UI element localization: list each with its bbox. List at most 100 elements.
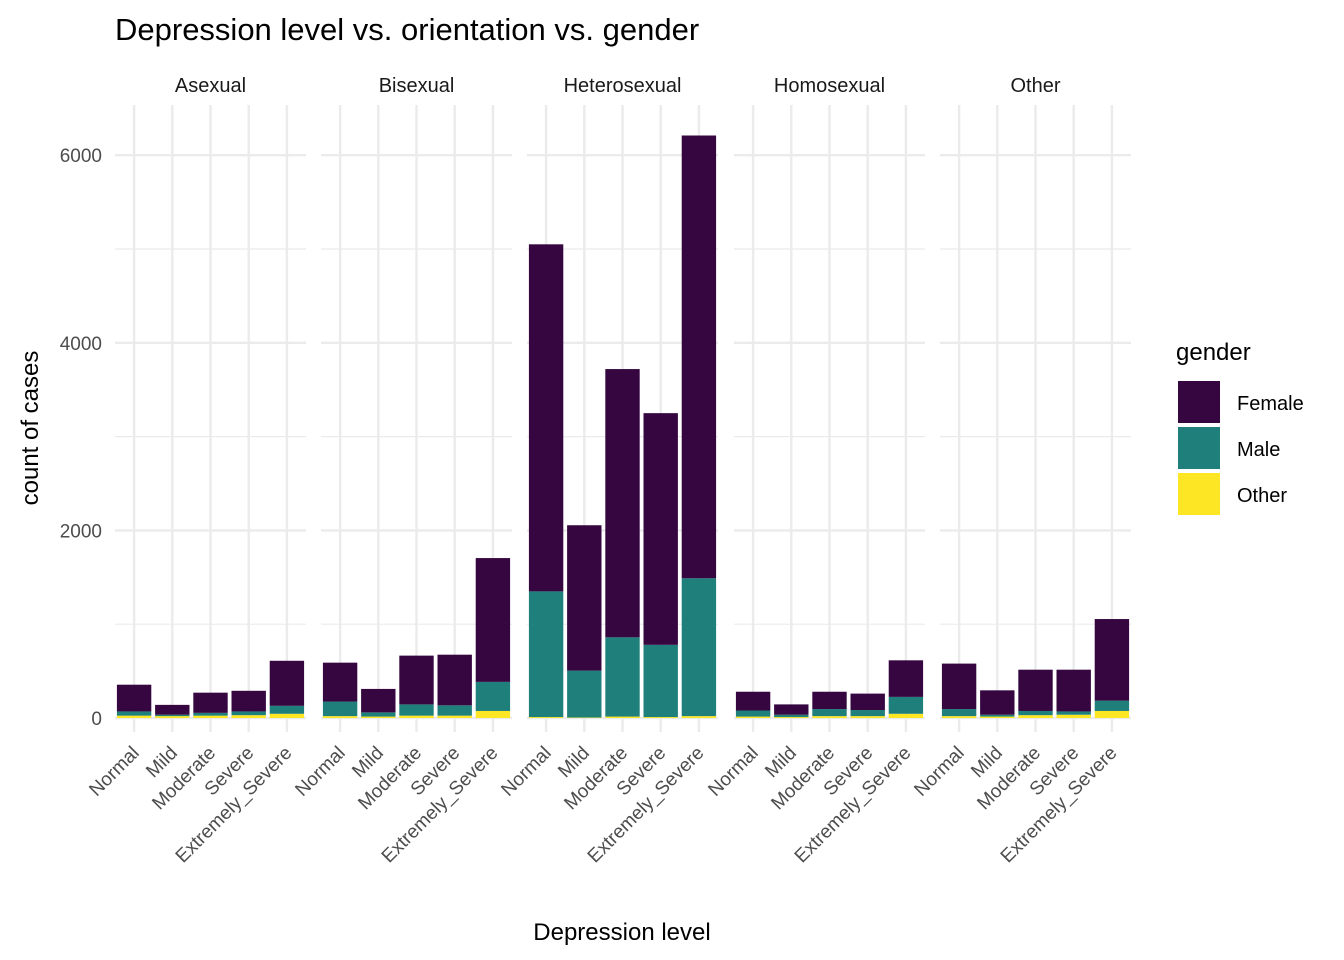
bar-homosexual-moderate-male [812,709,847,717]
facet-panel-asexual: AsexualNormalMildModerateSevereExtremely… [85,75,306,867]
y-tick-label: 2000 [60,521,102,542]
bar-heterosexual-moderate-male [605,637,640,717]
bar-other-moderate-female [1018,669,1053,711]
bar-heterosexual-severe-male [643,644,678,718]
legend-key-male [1178,427,1220,469]
legend-key-female [1178,381,1220,423]
bar-bisexual-severe-male [437,705,472,716]
bar-homosexual-normal-male [735,710,771,717]
bar-heterosexual-normal-other [528,717,564,718]
bar-bisexual-severe-other [437,715,472,718]
bar-heterosexual-severe-female [643,413,678,645]
bar-bisexual-extremely_severe-male [475,681,511,711]
facet-panel-heterosexual: HeterosexualNormalMildModerateSevereExtr… [497,75,718,867]
bar-heterosexual-normal-male [528,591,564,718]
bar-asexual-severe-other [231,715,266,718]
bar-homosexual-normal-other [735,716,771,718]
bar-asexual-severe-female [231,690,266,712]
bar-homosexual-normal-female [735,691,771,711]
legend: gender Female Male Other [1176,339,1304,515]
legend-title: gender [1176,339,1251,366]
legend-label-other: Other [1237,485,1287,507]
x-tick-label: Normal [910,743,968,801]
bar-heterosexual-extremely_severe-male [681,578,717,717]
bar-asexual-extremely_severe-female [269,660,305,706]
bar-asexual-severe-male [231,711,266,716]
bar-bisexual-mild-other [361,716,396,718]
x-tick-label: Normal [291,743,349,801]
bar-homosexual-severe-male [850,710,885,717]
bar-heterosexual-mild-male [567,670,602,718]
bar-other-extremely_severe-female [1094,619,1130,701]
bar-other-mild-female [980,690,1015,715]
bar-heterosexual-extremely_severe-female [681,135,717,579]
facet-label: Heterosexual [564,75,682,97]
bar-other-mild-male [980,714,1015,717]
bar-asexual-extremely_severe-other [269,713,305,718]
bar-other-extremely_severe-male [1094,700,1130,711]
bar-bisexual-moderate-female [399,655,434,705]
y-axis-label: count of cases [17,351,44,506]
bar-asexual-moderate-other [193,715,228,718]
x-tick-label: Normal [497,743,555,801]
bar-bisexual-normal-other [322,716,358,718]
bar-other-severe-female [1056,669,1091,712]
bar-homosexual-moderate-female [812,691,847,710]
bar-homosexual-severe-other [850,716,885,718]
bar-homosexual-mild-male [774,714,809,718]
bar-bisexual-mild-female [361,688,396,713]
bar-other-normal-other [941,716,977,718]
bar-asexual-moderate-male [193,712,228,716]
bar-homosexual-mild-other [774,717,809,718]
x-axis-label: Depression level [533,919,710,946]
legend-label-female: Female [1237,393,1304,415]
bar-other-severe-other [1056,714,1091,718]
bar-other-normal-female [941,663,977,710]
facet-panel-bisexual: BisexualNormalMildModerateSevereExtremel… [291,75,512,867]
bar-asexual-mild-other [155,716,190,718]
bar-heterosexual-extremely_severe-other [681,716,717,718]
facet-panel-other: OtherNormalMildModerateSevereExtremely_S… [910,75,1131,867]
bar-heterosexual-moderate-female [605,369,640,638]
bar-homosexual-extremely_severe-other [888,713,924,718]
bar-other-moderate-male [1018,710,1053,716]
bar-asexual-normal-other [116,715,152,718]
bar-bisexual-moderate-male [399,704,434,716]
bar-homosexual-severe-female [850,693,885,711]
bar-asexual-extremely_severe-male [269,705,305,714]
bar-bisexual-extremely_severe-female [475,558,511,682]
bar-homosexual-extremely_severe-male [888,696,924,714]
x-tick-label: Normal [85,743,143,801]
y-tick-label: 6000 [60,146,102,167]
bar-bisexual-severe-female [437,654,472,706]
bar-bisexual-extremely_severe-other [475,710,511,718]
facet-panels: AsexualNormalMildModerateSevereExtremely… [85,75,1131,867]
bar-asexual-mild-female [155,704,190,715]
chart-title: Depression level vs. orientation vs. gen… [115,12,699,47]
bar-heterosexual-normal-female [528,244,564,592]
legend-key-other [1178,473,1220,515]
y-axis: 0 2000 4000 6000 [60,146,102,730]
bar-homosexual-extremely_severe-female [888,660,924,697]
bar-bisexual-normal-female [322,662,358,702]
x-tick-label: Normal [704,743,762,801]
bar-other-mild-other [980,716,1015,718]
bar-asexual-moderate-female [193,692,228,713]
bar-asexual-normal-female [116,684,152,712]
facet-label: Asexual [175,75,246,97]
facet-label: Other [1010,75,1060,97]
facet-label: Homosexual [774,75,885,97]
bar-heterosexual-moderate-other [605,716,640,718]
facet-label: Bisexual [379,75,455,97]
bar-homosexual-moderate-other [812,716,847,718]
bar-other-extremely_severe-other [1094,710,1130,718]
legend-label-male: Male [1237,439,1280,461]
bar-heterosexual-mild-female [567,525,602,671]
bar-asexual-normal-male [116,711,152,716]
bar-other-severe-male [1056,711,1091,715]
facet-panel-homosexual: HomosexualNormalMildModerateSevereExtrem… [704,75,925,867]
bar-other-moderate-other [1018,715,1053,718]
bar-homosexual-mild-female [774,704,809,715]
bar-bisexual-mild-male [361,712,396,717]
